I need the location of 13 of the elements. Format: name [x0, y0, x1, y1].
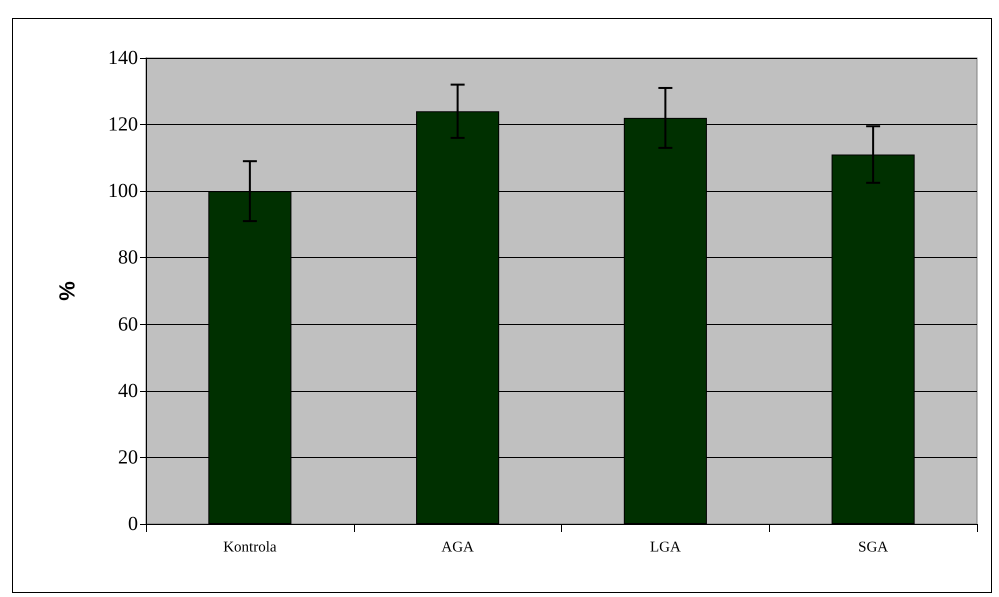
- y-tick-label: 120: [108, 114, 138, 136]
- x-tick-label: Kontrola: [223, 540, 277, 556]
- y-tick-label: 60: [118, 313, 138, 336]
- y-axis-title: %: [54, 281, 80, 301]
- y-tick-label: 100: [108, 180, 138, 202]
- y-tick-label: 140: [108, 47, 138, 69]
- y-tick-label: 0: [128, 513, 138, 535]
- y-tick-label: 40: [118, 380, 138, 402]
- x-tick-label: AGA: [441, 540, 474, 556]
- x-tick-label: LGA: [650, 540, 681, 556]
- x-tick-label: SGA: [858, 540, 888, 556]
- y-tick-label: 80: [118, 246, 138, 269]
- y-tick-label: 20: [118, 446, 138, 468]
